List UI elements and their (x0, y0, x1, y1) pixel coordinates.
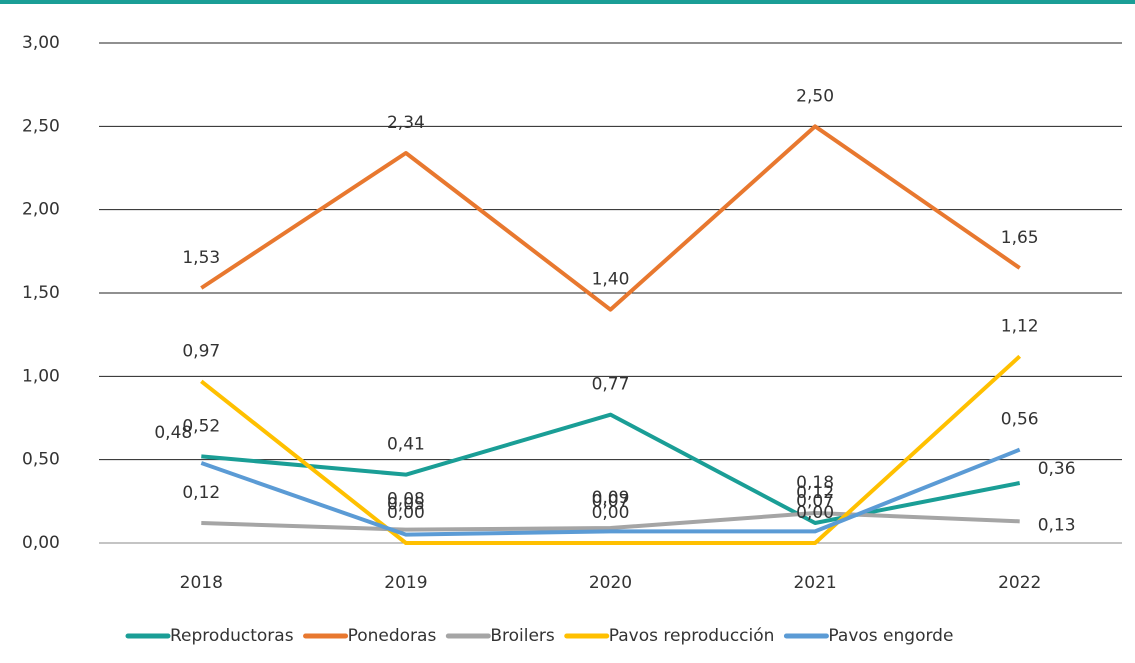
data-label: 0,07 (592, 491, 630, 511)
data-label: 0,12 (182, 483, 220, 503)
y-tick-label: 1,00 (22, 366, 60, 386)
x-tick-label: 2021 (793, 573, 836, 593)
data-label: 0,09 (592, 488, 630, 508)
data-label: 0,52 (182, 416, 220, 436)
data-label: 0,08 (387, 490, 425, 510)
data-label: 0,00 (592, 503, 630, 523)
y-tick-label: 3,00 (22, 33, 60, 53)
legend-label: Ponedoras (348, 626, 437, 646)
y-tick-label: 2,50 (22, 116, 60, 136)
legend-label: Pavos reproducción (609, 626, 775, 646)
y-tick-label: 0,00 (22, 533, 60, 553)
data-label: 0,77 (592, 375, 630, 395)
data-label: 1,53 (182, 248, 220, 268)
y-tick-label: 2,00 (22, 200, 60, 220)
series-line (200, 124, 1021, 312)
x-tick-label: 2022 (998, 573, 1041, 593)
data-label: 0,13 (1038, 515, 1076, 535)
series-line (201, 412, 1021, 525)
data-label: 0,00 (796, 503, 834, 523)
data-label: 0,56 (1001, 410, 1039, 430)
x-tick-label: 2020 (589, 573, 632, 593)
data-label: 0,12 (796, 483, 834, 503)
data-label: 0,36 (1038, 459, 1076, 479)
data-label: 0,05 (387, 495, 425, 515)
top-bar (0, 0, 1135, 4)
data-label: 2,50 (796, 86, 834, 106)
series-line (201, 511, 1020, 532)
data-label: 0,00 (387, 503, 425, 523)
data-label: 1,65 (1001, 228, 1039, 248)
data-label: 2,34 (387, 113, 425, 133)
data-label: 0,18 (796, 473, 834, 493)
x-tick-label: 2019 (384, 573, 427, 593)
data-label: 1,12 (1001, 316, 1039, 336)
legend-label: Pavos engorde (828, 626, 953, 646)
data-label: 0,48 (154, 423, 192, 443)
data-label: 0,07 (796, 491, 834, 511)
y-tick-label: 0,50 (22, 450, 60, 470)
legend-label: Reproductoras (170, 626, 294, 646)
legend-label: Broilers (490, 626, 555, 646)
x-tick-label: 2018 (180, 573, 223, 593)
series-line (200, 447, 1021, 537)
y-tick-label: 1,50 (22, 283, 60, 303)
data-label: 0,97 (182, 341, 220, 361)
series-line (200, 354, 1022, 545)
data-label: 1,40 (592, 270, 630, 290)
data-label: 0,41 (387, 435, 425, 455)
